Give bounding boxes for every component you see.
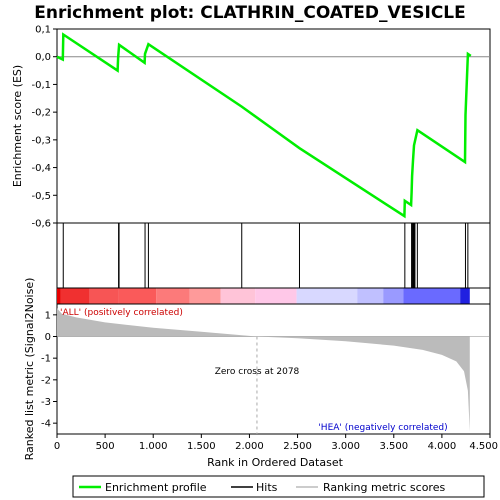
ranking-metric-area bbox=[57, 308, 470, 432]
heatbar-segment bbox=[156, 288, 190, 304]
heatbar-segment bbox=[118, 288, 157, 304]
hits-panel-frame bbox=[56, 222, 491, 289]
legend: Enrichment profile Hits Ranking metric s… bbox=[72, 475, 485, 498]
heatbar-segments bbox=[57, 288, 470, 304]
heatbar-segment bbox=[357, 288, 384, 304]
legend-metric-label: Ranking metric scores bbox=[323, 481, 445, 494]
x-axis-label: Rank in Ordered Dataset bbox=[207, 456, 344, 469]
x-tick-label: 500 bbox=[96, 441, 115, 452]
metric-y-tick-label: -4 bbox=[41, 419, 51, 430]
heatbar-segment bbox=[296, 288, 358, 304]
es-y-tick-label: 0,0 bbox=[35, 52, 51, 63]
x-tick-label: 4.000 bbox=[428, 441, 457, 452]
metric-y-tick-label: 1 bbox=[45, 310, 51, 321]
es-panel-frame bbox=[56, 28, 491, 224]
legend-frame bbox=[72, 475, 485, 498]
heatbar-segment bbox=[60, 288, 90, 304]
zero-cross-label: Zero cross at 2078 bbox=[215, 367, 300, 377]
metric-y-tick-label: -3 bbox=[41, 397, 51, 408]
x-tick-label: 0 bbox=[54, 441, 60, 452]
es-y-tick-label: -0,5 bbox=[31, 191, 51, 202]
es-y-tick-label: -0,6 bbox=[31, 219, 51, 230]
rank-heatbar bbox=[56, 287, 491, 305]
metric-y-ticks: 1 0 -1 -2 -3 -4 bbox=[41, 310, 57, 430]
es-y-tick-label: 0,1 bbox=[35, 25, 51, 36]
x-tick-label: 2.000 bbox=[235, 441, 264, 452]
x-axis-ticks: 0 500 1.000 1.500 2.000 2.500 3.000 3.500 4.000 4… bbox=[54, 434, 498, 452]
es-y-tick-label: -0,3 bbox=[31, 135, 51, 146]
hits-panel bbox=[56, 222, 491, 289]
metric-panel: 1 0 -1 -2 -3 -4 'ALL' (positively correlated)… bbox=[23, 278, 491, 461]
es-y-tick-label: -0,2 bbox=[31, 108, 51, 119]
es-y-ticks: 0,1 0,0 -0,1 -0,2 -0,3 -0,4 -0,5 -0,6 bbox=[31, 25, 57, 230]
heatbar-segment bbox=[220, 288, 256, 304]
heatbar-segment bbox=[89, 288, 119, 304]
legend-hits-label: Hits bbox=[256, 481, 278, 494]
x-tick-label: 3.000 bbox=[331, 441, 360, 452]
chart-title: Enrichment plot: CLATHRIN_COATED_VESICLE bbox=[34, 3, 466, 23]
x-tick-label: 1.000 bbox=[139, 441, 168, 452]
heatbar-segment bbox=[57, 288, 61, 304]
heatbar-segment bbox=[460, 288, 470, 304]
heatbar-segment bbox=[189, 288, 221, 304]
x-tick-label: 3.500 bbox=[379, 441, 408, 452]
es-y-tick-label: -0,1 bbox=[31, 80, 51, 91]
hit-markers bbox=[62, 223, 469, 288]
heatbar-segment bbox=[403, 288, 461, 304]
heatbar-segment bbox=[383, 288, 404, 304]
enrichment-profile-line bbox=[56, 32, 472, 219]
x-tick-label: 4.500 bbox=[469, 441, 498, 452]
es-y-tick-label: -0,4 bbox=[31, 163, 51, 174]
x-tick-label: 1.500 bbox=[187, 441, 216, 452]
metric-y-tick-label: -2 bbox=[41, 375, 51, 386]
x-tick-label: 2.500 bbox=[283, 441, 312, 452]
metric-y-tick-label: -1 bbox=[41, 354, 51, 365]
legend-enrichment-label: Enrichment profile bbox=[105, 481, 207, 494]
heatbar-segment bbox=[255, 288, 297, 304]
negative-correlation-label: 'HEA' (negatively correlated) bbox=[318, 423, 447, 433]
es-y-axis-label: Enrichment score (ES) bbox=[11, 65, 24, 187]
metric-y-axis-label: Ranked list metric (Signal2Noise) bbox=[23, 278, 36, 461]
es-panel: 0,1 0,0 -0,1 -0,2 -0,3 -0,4 -0,5 -0,6 Enrichmen… bbox=[11, 25, 491, 230]
metric-y-tick-label: 0 bbox=[45, 332, 51, 343]
positive-correlation-label: 'ALL' (positively correlated) bbox=[60, 308, 183, 318]
